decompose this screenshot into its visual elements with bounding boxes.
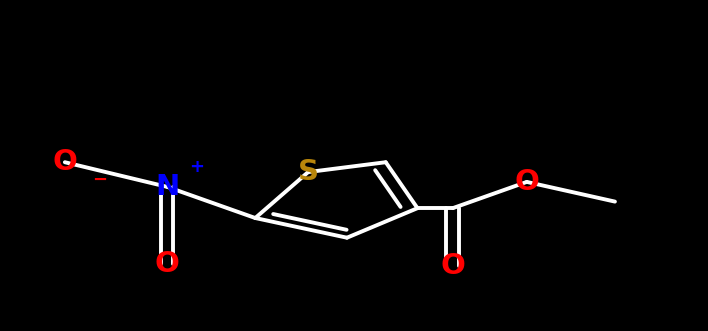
Text: O: O [514,168,539,196]
Text: N: N [155,173,179,201]
Text: S: S [297,158,319,186]
Text: O: O [52,148,77,176]
Text: O: O [440,252,465,280]
Text: −: − [93,171,108,189]
Text: O: O [154,250,180,278]
Text: +: + [189,158,204,176]
